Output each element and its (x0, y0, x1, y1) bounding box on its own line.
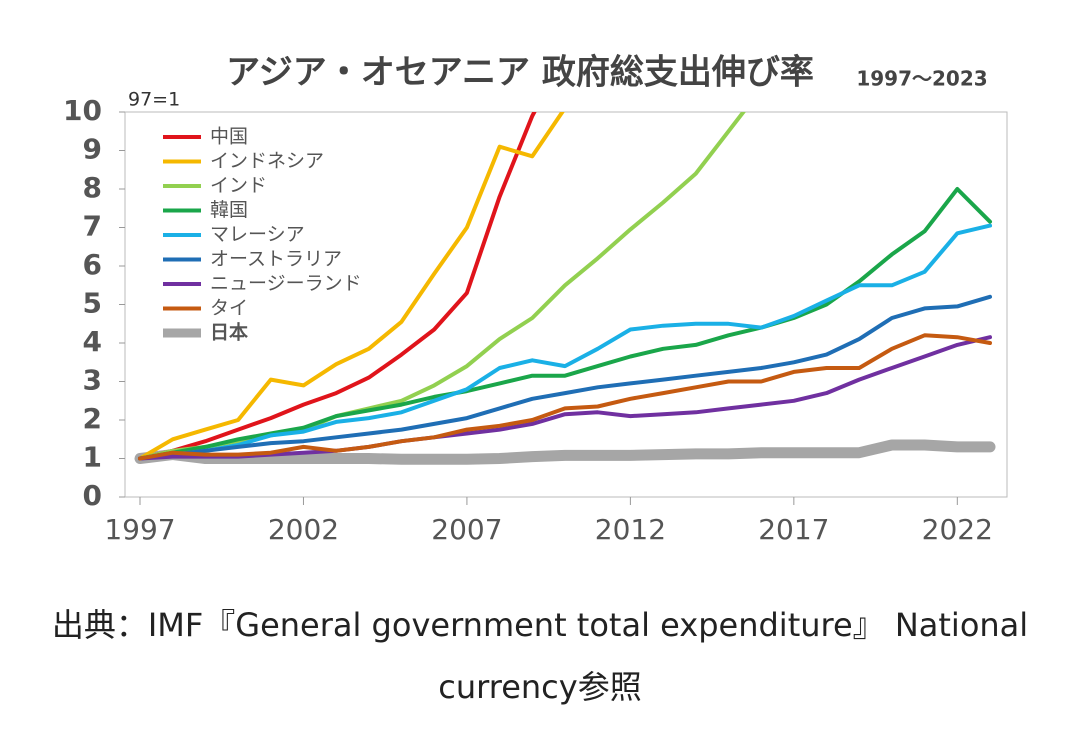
series-line (138, 112, 565, 461)
y-tick-label: 10 (63, 94, 102, 127)
legend-label: オーストラリア (210, 248, 342, 270)
legend-label: マレーシア (210, 224, 305, 246)
y-axis-note: 97=1 (128, 89, 180, 111)
y-tick-label: 5 (83, 287, 102, 320)
y-tick-label: 6 (83, 248, 102, 281)
chart-subtitle: 1997～2023 (856, 67, 987, 91)
legend-label: インド (210, 175, 267, 197)
legend-label: タイ (210, 297, 248, 319)
caption: 出典：IMF『General government total expendit… (51, 606, 1029, 706)
y-tick-label: 7 (83, 210, 102, 243)
series-line (138, 112, 537, 461)
x-tick-label: 2017 (758, 513, 829, 546)
legend-label: 日本 (210, 321, 248, 344)
legend-label: 韓国 (210, 199, 248, 221)
series-line (134, 439, 996, 465)
series-line (138, 335, 992, 461)
x-tick-label: 2022 (922, 513, 993, 546)
y-tick-label: 2 (83, 402, 102, 435)
y-tick-label: 9 (83, 133, 102, 166)
x-tick-label: 1997 (104, 513, 175, 546)
chart-title: アジア・オセアニア 政府総支出伸び率 (226, 53, 814, 93)
y-tick-label: 8 (83, 171, 102, 204)
x-tick-label: 2007 (431, 513, 502, 546)
y-tick-label: 0 (83, 479, 102, 512)
series-line (138, 223, 992, 461)
plot-area (134, 112, 996, 465)
legend-label: 中国 (210, 126, 248, 148)
legend-label: インドネシア (210, 150, 324, 172)
legend-label: ニュージーランド (210, 273, 362, 295)
series-line (138, 333, 992, 461)
x-tick-label: 2012 (595, 513, 666, 546)
chart: アジア・オセアニア 政府総支出伸び率 1997～2023 97=1 0 1 2 3 4 5… (63, 53, 1008, 546)
series-line (138, 294, 992, 461)
y-tick-label: 4 (83, 325, 102, 358)
y-tick-label: 1 (83, 441, 102, 474)
x-tick-label: 2002 (268, 513, 339, 546)
y-tick-label: 3 (83, 364, 102, 397)
